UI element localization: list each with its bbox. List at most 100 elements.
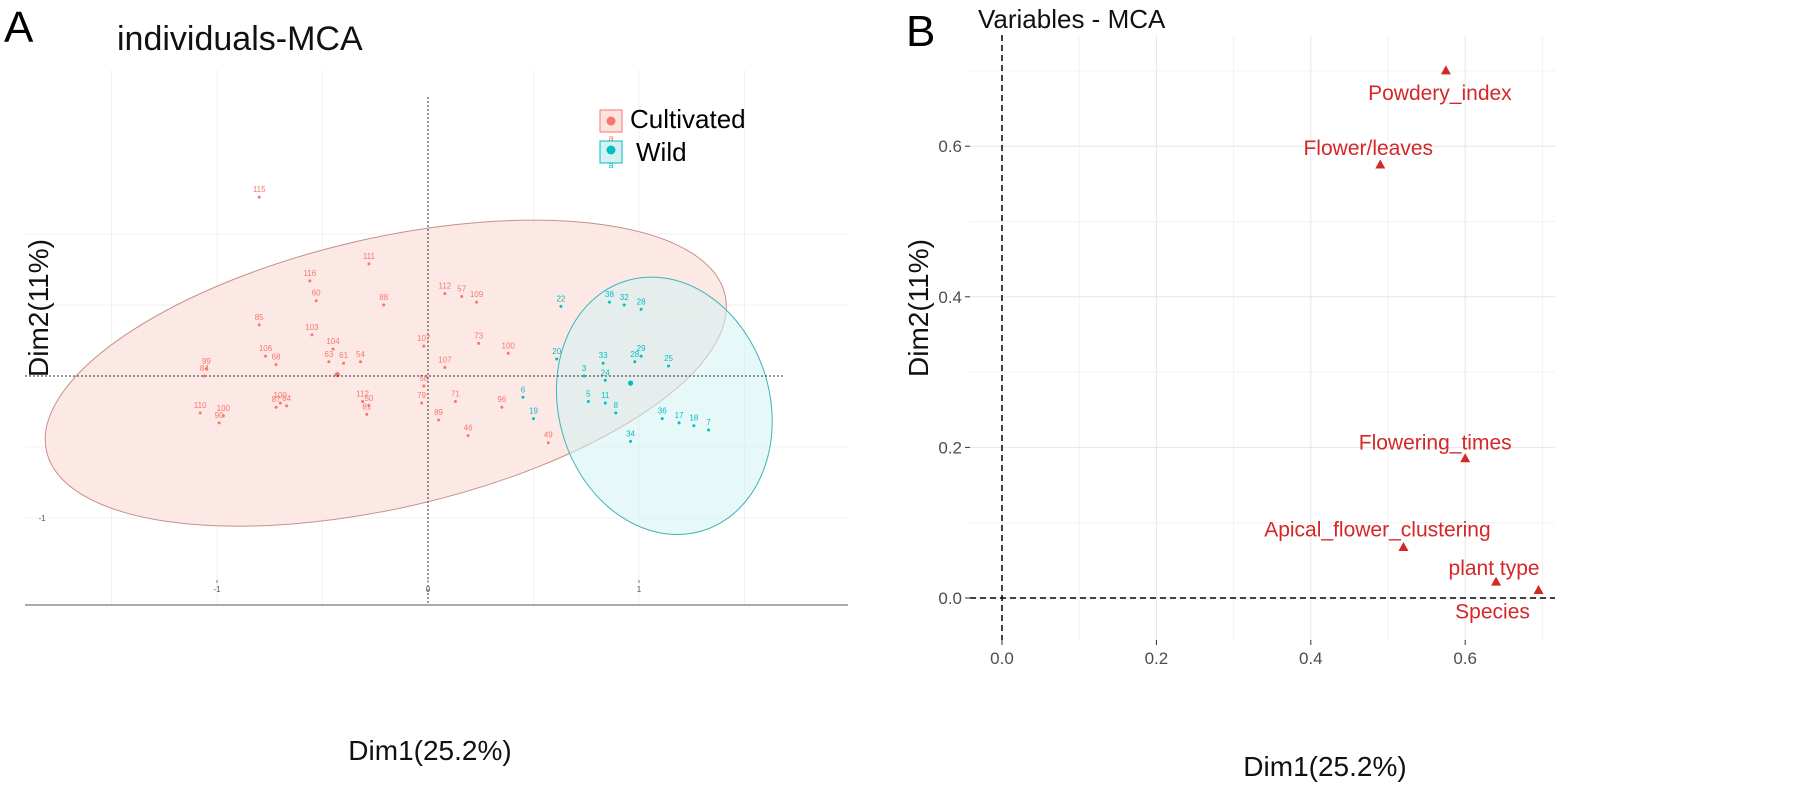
cultivated-point [198,411,202,415]
cultivated-point [475,300,479,304]
cultivated-point-label: 100 [217,404,231,413]
wild-point [707,428,711,432]
panel-a-x-tick-label: -1 [213,585,221,594]
cultivated-point-label: 79 [417,391,426,400]
cultivated-point [358,360,362,364]
wild-point-label: 32 [620,293,629,302]
legend-cultivated-letter-glyph: a [608,133,613,143]
cultivated-point [217,421,221,425]
wild-point [629,439,633,443]
wild-point [660,417,664,421]
cultivated-point-label: 88 [379,293,388,302]
cultivated-point-label: 109 [470,290,484,299]
cultivated-point-label: 60 [312,289,321,298]
wild-point [692,424,696,428]
cultivated-point-label: 100 [274,391,288,400]
variable-point-flower-leaves [1375,159,1386,169]
wild-point-label: 25 [664,354,673,363]
wild-confidence-ellipse [555,276,773,536]
cultivated-point [308,279,312,283]
cultivated-point [422,344,426,348]
wild-point [639,307,643,311]
variable-point-flowering-times [1460,453,1471,463]
panel-b-ticks: 0.0 0.2 0.4 0.6 0.0 0.2 0.4 0.6 [938,137,1477,668]
panel-a-x-tick-label: 0 [426,585,431,594]
cultivated-point-label: 84 [200,364,209,373]
panel-b-y-tick-label: 0.2 [938,438,962,457]
variable-label-apical-flower-clustering: Apical_flower_clustering [1264,519,1490,542]
variable-point-plant-type [1491,576,1502,586]
cultivated-point [274,363,278,367]
wild-point-label: 11 [601,391,610,400]
panel-a-title: individuals-MCA [117,20,363,58]
panel-b-plot-area [970,35,1555,640]
wild-point [521,395,525,399]
panel-b-y-tick-label: 0.0 [938,589,962,608]
wild-point [603,401,607,405]
wild-point [639,354,643,358]
cultivated-point-label: 89 [434,408,443,417]
cultivated-point-label: 50 [364,394,373,403]
panel-a-y-tick-label: -1 [38,514,46,523]
cultivated-point-label: 90 [215,411,224,420]
cultivated-point-label: 85 [255,313,264,322]
variable-point-species [1533,584,1544,594]
wild-point [603,378,607,382]
cultivated-point [367,404,371,408]
wild-point-label: 22 [556,294,565,303]
wild-point-label: 38 [605,290,614,299]
cultivated-point [257,195,261,199]
panel-a-x-axis-title: Dim1(25.2%) [348,735,511,766]
cultivated-point [460,294,464,298]
cultivated-point [506,351,510,355]
cultivated-point-label: 107 [438,355,452,364]
wild-point-label: 8 [614,401,619,410]
wild-point-label: 29 [637,344,646,353]
wild-point [667,364,671,368]
cultivated-point-label: 73 [474,331,483,340]
panel-a-y-axis-title: Dim2(11%) [23,239,54,377]
wild-point-label: 34 [626,429,635,438]
cultivated-point [202,374,206,378]
wild-point-label: 3 [582,364,587,373]
cultivated-point-label: 54 [356,350,365,359]
cultivated-point-label: 49 [544,431,553,440]
panel-b-y-axis-title: Dim2(11%) [903,239,934,377]
cultivated-point-label: 111 [363,252,376,261]
wild-point-label: 28 [630,350,639,359]
wild-point [607,300,611,304]
wild-point-label: 28 [637,297,646,306]
wild-point [586,400,590,404]
cultivated-point-label: 103 [305,323,319,332]
wild-point-label: 33 [599,351,608,360]
cultivated-point-label: 112 [356,390,369,399]
panel-b-x-axis-title: Dim1(25.2%) [1243,751,1406,782]
cultivated-point-label: 116 [303,269,316,278]
panel-b-letter: B [906,7,935,56]
wild-point-label: 36 [658,407,667,416]
wild-point-label: 20 [552,347,561,356]
cultivated-point-label: 46 [464,424,473,433]
cultivated-point-label: 112 [438,282,451,291]
wild-point-label: 7 [706,418,711,427]
cultivated-point [221,414,225,418]
wild-point [582,374,586,378]
wild-point [532,417,535,421]
cultivated-point [453,400,457,404]
variable-label-flowering-times: Flowering_times [1359,432,1512,455]
cultivated-point-label: 115 [253,185,266,194]
cultivated-point-label: 61 [339,351,348,360]
panel-a-ticks: -1 0 1 -1 [38,514,641,594]
cultivated-point-label: 107 [417,334,431,343]
wild-point-label: 17 [675,411,684,420]
panel-b-y-tick-label: 0.6 [938,137,962,156]
cultivated-point-label: 99 [202,357,211,366]
cultivated-point-label: 87 [272,395,281,404]
wild-point-label: 18 [689,414,698,423]
panel-a-x-tick-label: 1 [637,585,642,594]
cultivated-point [443,365,447,369]
cultivated-point [466,434,470,438]
cultivated-point [365,412,369,416]
wild-point-label: 5 [586,390,591,399]
